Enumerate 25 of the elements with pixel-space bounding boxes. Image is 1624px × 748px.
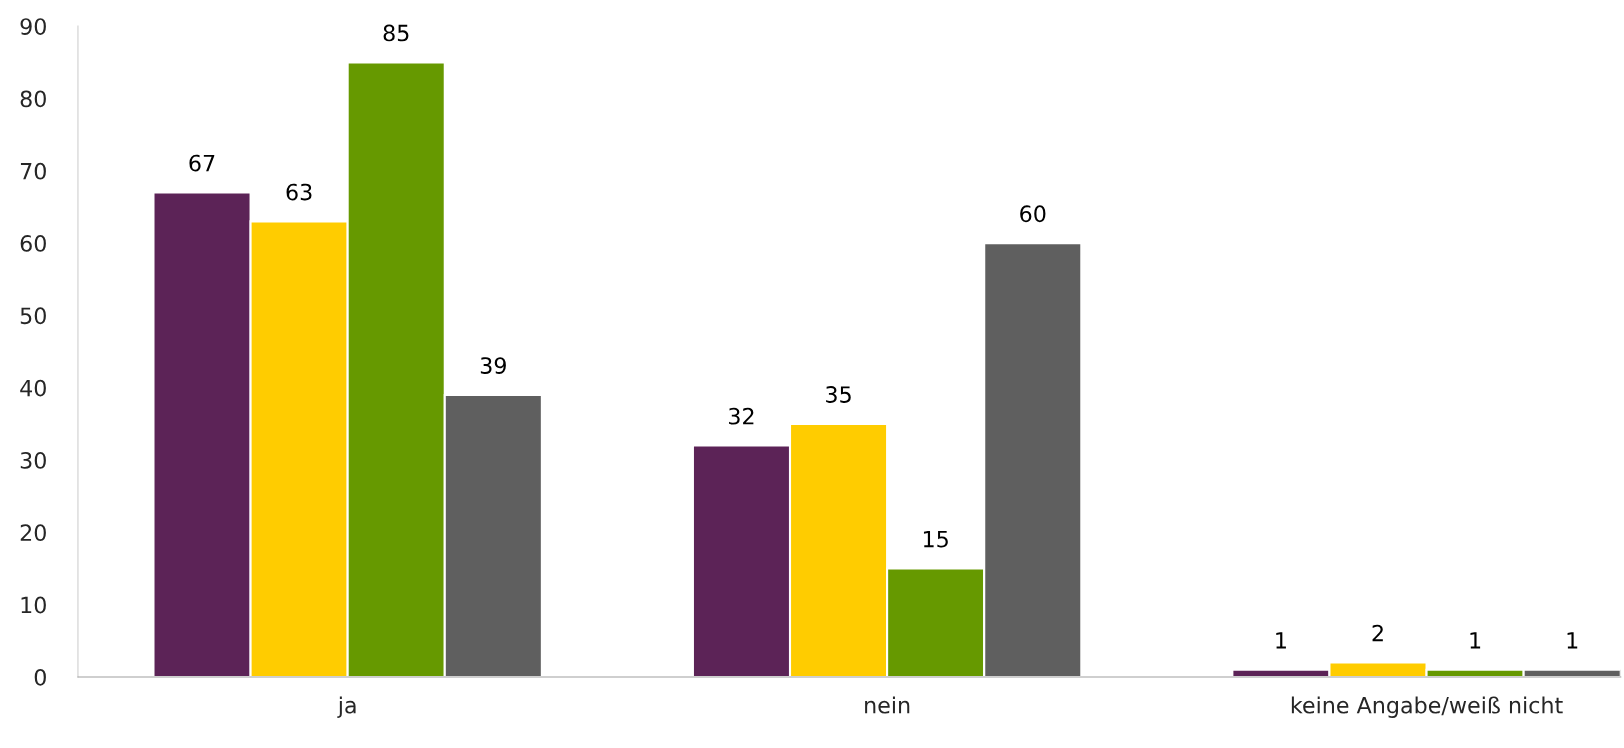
y-tick-label: 10 bbox=[21, 596, 46, 614]
x-tick-label: ja bbox=[337, 696, 356, 718]
y-tick-label: 20 bbox=[20, 524, 46, 542]
data-label: 35 bbox=[826, 386, 851, 403]
data-label: 1 bbox=[1567, 632, 1578, 649]
y-tick-label: 80 bbox=[20, 90, 46, 108]
data-label: 32 bbox=[729, 407, 754, 425]
y-tick-label: 30 bbox=[20, 451, 46, 469]
y-tick-label: 90 bbox=[20, 18, 46, 35]
x-tick-label: nein bbox=[865, 696, 910, 714]
y-tick-label: 70 bbox=[20, 162, 46, 180]
y-tick-label: 60 bbox=[20, 235, 46, 252]
y-tick-label: 40 bbox=[20, 379, 46, 397]
data-label: 60 bbox=[1020, 205, 1046, 223]
x-tick-label: keine Angabe/weiß nicht bbox=[1291, 696, 1563, 718]
data-label: 39 bbox=[480, 357, 506, 374]
data-label: 15 bbox=[923, 530, 948, 548]
data-label: 1 bbox=[1470, 632, 1481, 649]
data-label: 67 bbox=[189, 154, 215, 172]
y-tick-label: 0 bbox=[34, 668, 46, 686]
data-label: 1 bbox=[1276, 632, 1286, 649]
y-tick-label: 50 bbox=[20, 307, 46, 325]
data-label: 2 bbox=[1372, 624, 1383, 642]
data-label: 85 bbox=[383, 24, 409, 42]
data-label: 63 bbox=[286, 183, 312, 201]
